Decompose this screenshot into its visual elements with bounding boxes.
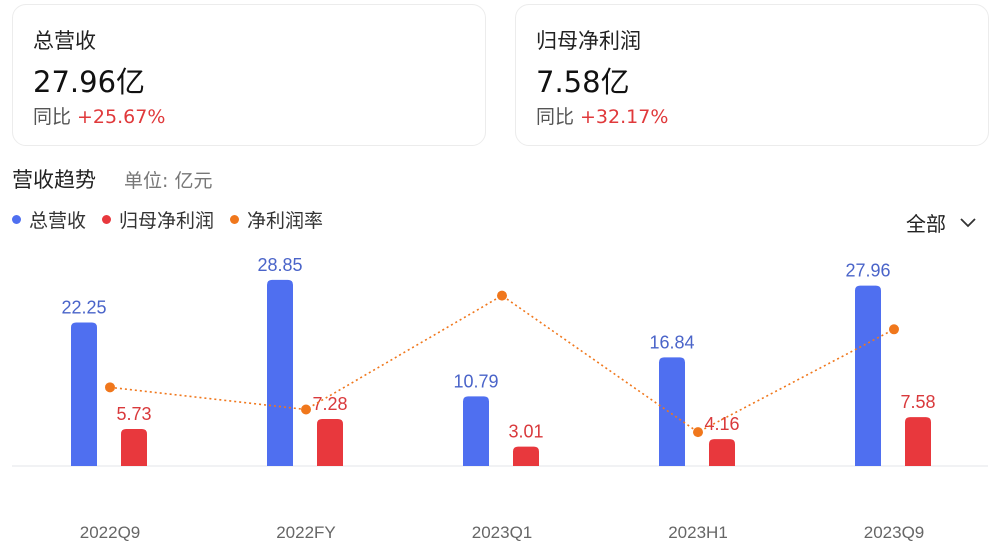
period-filter-label: 全部 — [906, 212, 946, 236]
line-net-margin — [109, 294, 895, 434]
bar-net-profit-2023Q9 — [905, 417, 931, 466]
period-filter-dropdown[interactable]: 全部 — [906, 208, 976, 237]
net-profit-title: 归母净利润 — [536, 29, 641, 53]
x-tick-label-2023Q9: 2023Q9 — [864, 523, 925, 542]
legend-label-margin: 净利润率 — [247, 210, 324, 232]
legend-label-net-profit: 归母净利润 — [119, 210, 215, 232]
x-tick-label-2022FY: 2022FY — [276, 523, 336, 542]
point-net-margin-2023Q1 — [497, 290, 507, 301]
point-net-margin-2022Q9 — [105, 382, 115, 393]
legend-dot-revenue — [12, 215, 21, 224]
legend-item-margin[interactable]: 净利润率 — [230, 206, 323, 233]
bar-revenue-2023Q1 — [463, 396, 489, 466]
bar-revenue-2023Q9 — [855, 285, 881, 466]
legend-dot-net-profit — [102, 215, 112, 224]
data-label-net-profit-2023H1: 4.16 — [704, 414, 739, 434]
revenue-card: 总营收 27.96亿 同比 +25.67% — [12, 4, 486, 146]
revenue-value: 27.96亿 — [33, 65, 146, 99]
point-net-margin-2022FY — [301, 404, 311, 415]
net-profit-value: 7.58亿 — [536, 65, 630, 99]
data-label-net-profit-2023Q9: 7.58 — [900, 392, 935, 412]
chevron-down-icon — [960, 217, 976, 227]
net-profit-yoy: 同比 +32.17% — [536, 102, 668, 129]
point-net-margin-2023Q9 — [889, 324, 899, 335]
bar-revenue-2022Q9 — [71, 322, 97, 466]
section-title: 营收趋势 — [12, 168, 96, 192]
section-unit: 单位: 亿元 — [124, 170, 213, 192]
legend-dot-margin — [230, 215, 240, 224]
bar-net-profit-2023H1 — [709, 439, 735, 466]
data-label-net-profit-2023Q1: 3.01 — [508, 422, 543, 442]
data-label-revenue-2023Q1: 10.79 — [453, 371, 498, 391]
net-profit-card: 归母净利润 7.58亿 同比 +32.17% — [515, 4, 989, 146]
bar-net-profit-2022FY — [317, 419, 343, 466]
net-profit-yoy-label: 同比 — [536, 106, 575, 128]
data-label-revenue-2022FY: 28.85 — [257, 255, 302, 275]
bar-net-profit-2022Q9 — [121, 429, 147, 466]
bar-revenue-2023H1 — [659, 357, 685, 466]
data-label-revenue-2022Q9: 22.25 — [61, 297, 106, 317]
revenue-title: 总营收 — [33, 29, 96, 53]
data-label-revenue-2023Q9: 27.96 — [845, 261, 890, 281]
bar-net-profit-2023Q1 — [513, 446, 539, 466]
revenue-yoy-label: 同比 — [33, 106, 72, 128]
data-label-net-profit-2022FY: 7.28 — [312, 394, 347, 414]
data-label-revenue-2023H1: 16.84 — [649, 332, 694, 352]
x-tick-label-2023Q1: 2023Q1 — [472, 523, 533, 542]
revenue-trend-chart: 22.25 5.73 2022Q9 28.85 7.28 2022FY 10.79 3.01 2… — [12, 255, 988, 542]
revenue-yoy: 同比 +25.67% — [33, 102, 165, 129]
legend-label-revenue: 总营收 — [29, 210, 87, 232]
x-tick-label-2023H1: 2023H1 — [668, 523, 728, 542]
legend-item-net-profit[interactable]: 归母净利润 — [102, 206, 214, 233]
legend-item-revenue[interactable]: 总营收 — [12, 206, 86, 233]
revenue-yoy-value: +25.67% — [77, 106, 166, 128]
x-tick-label-2022Q9: 2022Q9 — [80, 523, 141, 542]
point-net-margin-2023H1 — [693, 427, 703, 438]
bar-revenue-2022FY — [267, 279, 293, 466]
data-label-net-profit-2022Q9: 5.73 — [116, 404, 151, 424]
chart-legend: 总营收 归母净利润 净利润率 — [12, 206, 339, 233]
net-profit-yoy-value: +32.17% — [580, 106, 669, 128]
